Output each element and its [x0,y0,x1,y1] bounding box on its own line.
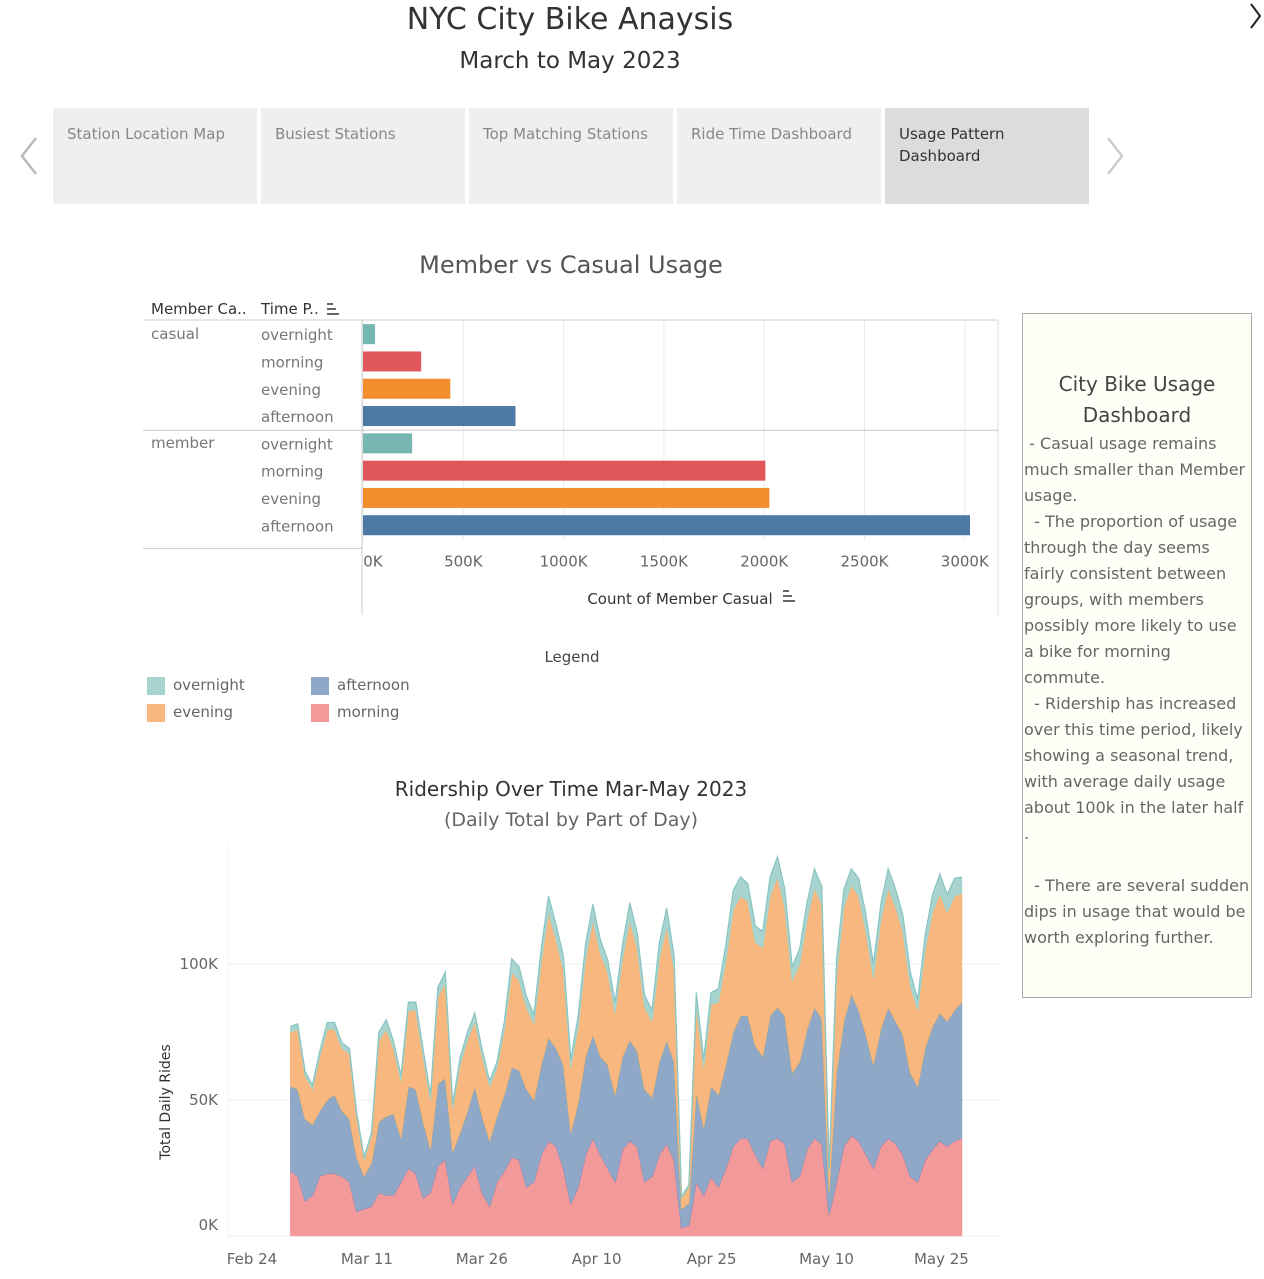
panel-paragraph: - The proportion of usage through the da… [1024,512,1243,687]
area-series-line-overnight [290,854,963,1199]
sort-axis-icon[interactable] [783,590,795,602]
previous-arrow-icon[interactable] [14,130,44,180]
dashboard-subtitle: March to May 2023 [459,48,681,74]
legend-label-evening: evening [173,703,234,721]
bar-x-tick-label: 3000K [941,552,990,570]
row-header-member-casual[interactable]: Member Ca.. [151,300,247,318]
bar-x-axis-label: Count of Member Casual [587,590,772,608]
area-x-tick-label: Apr 10 [572,1250,622,1268]
legend-label-morning: morning [337,703,400,721]
area-y-tick-label: 50K [189,1091,219,1109]
legend-label-afternoon: afternoon [337,676,410,694]
tab-usage-pattern-dashboard[interactable]: Usage Pattern Dashboard [885,108,1089,204]
bar-x-tick-label: 1500K [640,552,689,570]
bar-casual-evening[interactable] [363,378,451,399]
bar-x-tick-label: 1000K [540,552,589,570]
dashboard-title: NYC City Bike Anaysis [406,2,734,37]
area-x-tick-label: Mar 11 [341,1250,393,1268]
bar-category-label: afternoon [261,517,334,535]
panel-title-line-2: Dashboard [1082,403,1192,427]
area-chart-subtitle: (Daily Total by Part of Day) [444,809,698,831]
bar-chart-title: Member vs Casual Usage [419,251,723,279]
bar-category-label: morning [261,353,323,371]
bar-category-label: evening [261,381,321,399]
bar-x-tick-label: 0K [363,552,384,570]
panel-title: City Bike Usage Dashboard [1023,369,1251,431]
bar-x-tick-label: 500K [444,552,484,570]
panel-paragraph: - Ridership has increased over this time… [1024,694,1249,843]
bar-category-label: overnight [261,435,333,453]
legend-swatch-morning [311,704,329,722]
panel-paragraph: - There are several sudden dips in usage… [1024,876,1255,947]
area-x-tick-label: Apr 25 [687,1250,737,1268]
panel-paragraph: - Casual usage remains much smaller than… [1024,434,1251,505]
legend-label-overnight: overnight [173,676,245,694]
bar-casual-afternoon[interactable] [363,406,516,427]
member-vs-casual-chart: Member vs Casual Usage Member Ca.. Time … [143,251,999,615]
bar-group-label: casual [151,325,199,343]
tab-station-location-map[interactable]: Station Location Map [53,108,257,204]
bar-member-evening[interactable] [363,487,770,508]
legend-swatch-overnight [147,677,165,695]
area-x-tick-label: Feb 24 [227,1250,277,1268]
tab-ride-time-dashboard[interactable]: Ride Time Dashboard [677,108,881,204]
bar-member-morning[interactable] [363,460,766,481]
area-y-axis-label: Total Daily Rides [158,1044,174,1160]
area-x-tick-label: May 10 [799,1250,854,1268]
panel-body: - Casual usage remains much smaller than… [1023,431,1251,951]
tab-busiest-stations[interactable]: Busiest Stations [261,108,465,204]
bar-category-label: afternoon [261,408,334,426]
bar-category-label: overnight [261,326,333,344]
bar-member-overnight[interactable] [363,433,413,454]
bar-casual-overnight[interactable] [363,324,376,345]
description-panel: City Bike Usage Dashboard - Casual usage… [1022,313,1252,998]
bar-casual-morning[interactable] [363,351,422,372]
bar-x-tick-label: 2500K [840,552,889,570]
bar-x-tick-label: 2000K [740,552,789,570]
tab-top-matching-stations[interactable]: Top Matching Stations [469,108,673,204]
legend-swatch-afternoon [311,677,329,695]
sort-icon[interactable] [327,303,339,315]
area-chart-title: Ridership Over Time Mar-May 2023 [395,777,747,801]
bar-category-label: evening [261,490,321,508]
bar-member-afternoon[interactable] [363,515,971,536]
next-arrow-icon[interactable] [1100,130,1130,180]
ridership-over-time-chart: Ridership Over Time Mar-May 2023 (Daily … [158,777,998,1268]
area-y-tick-label: 0K [199,1216,220,1234]
panel-title-line-1: City Bike Usage [1058,372,1216,396]
legend-swatch-evening [147,704,165,722]
close-icon[interactable] [1250,0,1264,38]
row-header-time-period[interactable]: Time P.. [260,300,319,318]
area-x-tick-label: May 25 [914,1250,969,1268]
bar-group-label: member [151,434,215,452]
bar-category-label: morning [261,463,323,481]
area-y-tick-label: 100K [180,955,220,973]
area-x-tick-label: Mar 26 [456,1250,508,1268]
legend-title: Legend [544,648,600,666]
